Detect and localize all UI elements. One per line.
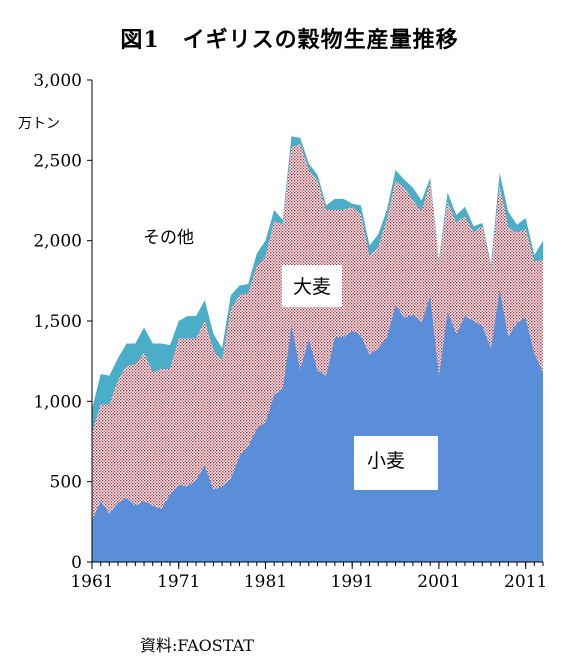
x-tick-label: 2011 <box>504 572 547 592</box>
axes: 0 500 1,000 1,500 2,000 2,500 3,000 1961 1971 198… <box>33 71 547 592</box>
y-tick-label: 1,000 <box>33 392 82 412</box>
area-wheat <box>92 288 543 562</box>
y-tick-label: 0 <box>71 553 82 573</box>
x-tick-label: 1961 <box>70 572 113 592</box>
x-tick-label: 1991 <box>331 572 374 592</box>
barley-label: 大麦 <box>293 276 331 298</box>
chart-title: 図1 イギリスの穀物生産量推移 <box>120 27 459 53</box>
x-tick-label: 1981 <box>244 572 287 592</box>
y-tick-label: 2,000 <box>33 232 82 252</box>
area-layers <box>92 136 543 562</box>
other-label: その他 <box>143 228 194 248</box>
source-note: 資料:FAOSTAT <box>140 636 254 655</box>
y-axis-unit-label: 万トン <box>18 116 60 132</box>
wheat-label: 小麦 <box>367 450 405 472</box>
area-barley <box>92 144 543 521</box>
barley-label-box <box>282 265 342 307</box>
y-tick-label: 1,500 <box>33 312 82 332</box>
wheat-label-box <box>354 436 438 490</box>
annotation-labels: その他 大麦 小麦 <box>143 228 438 490</box>
x-tick-label: 1971 <box>157 572 200 592</box>
y-tick-label: 3,000 <box>33 71 82 91</box>
y-tick-label: 500 <box>50 473 82 493</box>
x-tick-label: 2001 <box>417 572 460 592</box>
y-tick-label: 2,500 <box>33 151 82 171</box>
